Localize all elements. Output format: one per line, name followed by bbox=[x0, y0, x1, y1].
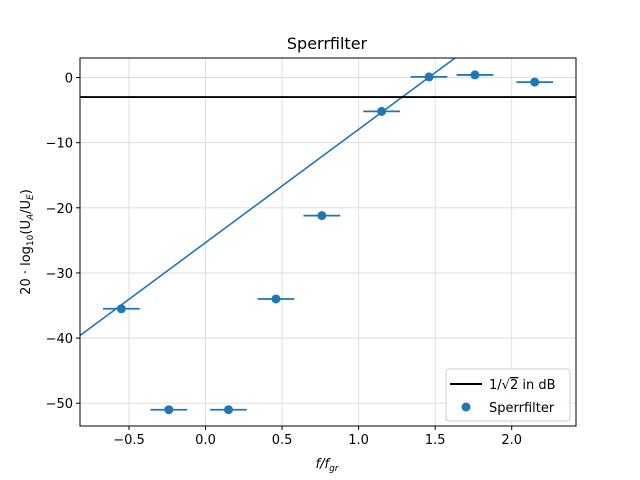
y-label-subA: A bbox=[26, 214, 36, 221]
y-tick-label: −40 bbox=[46, 332, 73, 347]
legend-label-series: Sperrfilter bbox=[489, 401, 555, 416]
x-axis-label-main: f/f bbox=[316, 457, 332, 472]
y-tick-label: 0 bbox=[65, 72, 73, 87]
x-tick-label: 0.0 bbox=[195, 433, 216, 448]
plot-frame bbox=[79, 57, 577, 427]
y-label-sub10: 10 bbox=[26, 234, 36, 246]
y-tick-label: −10 bbox=[46, 137, 73, 152]
x-tick-label: −0.5 bbox=[113, 433, 145, 448]
data-point bbox=[223, 405, 233, 415]
y-tick-label: −30 bbox=[46, 267, 73, 282]
x-tick-label: 1.0 bbox=[348, 433, 369, 448]
data-point bbox=[470, 70, 480, 80]
data-point bbox=[116, 304, 126, 314]
plot-content bbox=[80, 58, 576, 415]
x-axis-label: f/fgr bbox=[316, 457, 340, 474]
legend-label-threshold-post: in dB bbox=[518, 378, 555, 393]
y-label-post: ) bbox=[19, 189, 34, 194]
fit-line bbox=[80, 58, 456, 337]
data-point bbox=[424, 72, 434, 82]
x-tick-label: 2.0 bbox=[501, 433, 522, 448]
sqrt-sign: √ bbox=[502, 378, 511, 393]
x-tick-label: 1.5 bbox=[425, 433, 446, 448]
y-axis-ticks: 0 −10 −20 −30 −40 −50 bbox=[46, 72, 80, 412]
data-point bbox=[377, 106, 387, 116]
legend-marker-swatch bbox=[461, 402, 471, 412]
y-label-slash: /U bbox=[19, 200, 34, 214]
data-point bbox=[530, 77, 540, 87]
legend-label-threshold: 1/√2 in dB bbox=[489, 378, 556, 393]
y-label-subE: E bbox=[26, 194, 36, 200]
y-label-mid: (U bbox=[19, 220, 34, 235]
x-tick-label: 0.5 bbox=[272, 433, 293, 448]
data-point bbox=[164, 405, 174, 415]
y-tick-label: −20 bbox=[46, 202, 73, 217]
legend-label-threshold-pre: 1/ bbox=[489, 378, 502, 393]
y-tick-label: −50 bbox=[46, 397, 73, 412]
data-point bbox=[317, 211, 327, 221]
legend-label-threshold-sqrt: 2 bbox=[510, 378, 518, 393]
chart-title: Sperrfilter bbox=[287, 34, 368, 53]
legend-box bbox=[445, 368, 571, 422]
data-point bbox=[271, 294, 281, 304]
y-label-pre: 20 · log bbox=[19, 246, 34, 295]
x-axis-label-sub: gr bbox=[329, 464, 340, 474]
legend: 1/√2 in dB Sperrfilter bbox=[445, 368, 571, 422]
x-axis-ticks: −0.5 0.0 0.5 1.0 1.5 2.0 bbox=[113, 426, 522, 448]
y-axis-label: 20 · log10(UA/UE) bbox=[19, 189, 36, 295]
grid bbox=[80, 58, 576, 426]
